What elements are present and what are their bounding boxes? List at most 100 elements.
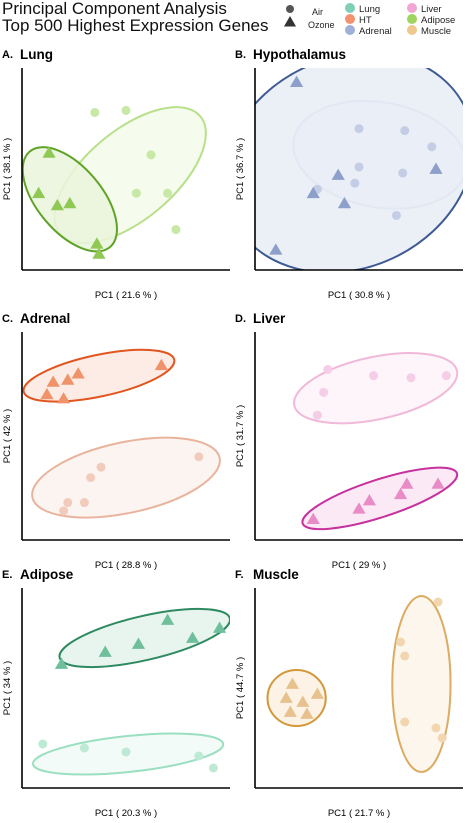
point-air xyxy=(396,637,406,647)
ellipse-ozone xyxy=(266,669,327,727)
point-ozone xyxy=(71,367,85,379)
point-air xyxy=(171,225,181,235)
point-ozone xyxy=(306,512,320,525)
legend-label-muscle: Muscle xyxy=(421,26,451,37)
x-axis-label: PC1 ( 29 % ) xyxy=(332,560,386,571)
point-ozone xyxy=(310,687,324,699)
figure-title: Principal Component Analysis Top 500 Hig… xyxy=(2,0,269,34)
legend-air-marker xyxy=(286,5,294,13)
point-ozone xyxy=(337,196,352,209)
point-air xyxy=(63,498,73,508)
point-ozone xyxy=(352,502,366,514)
point-air xyxy=(194,751,204,761)
panel-letter: D. xyxy=(235,313,246,325)
point-ozone xyxy=(400,477,414,489)
point-air xyxy=(312,410,322,420)
figure-title-line-1: Principal Component Analysis xyxy=(2,0,227,18)
point-air xyxy=(354,124,364,134)
panel-liver: D. Liver PC1 ( 29 % ) PC1 ( 31.7 % ) xyxy=(235,311,463,571)
point-ozone xyxy=(283,705,297,717)
legend-swatch-ht xyxy=(345,14,355,24)
point-air xyxy=(400,717,410,727)
point-air xyxy=(131,188,141,198)
point-ozone xyxy=(300,707,314,719)
legend-ozone-label: Ozone xyxy=(308,20,335,30)
legend-swatch-muscle xyxy=(407,25,417,35)
point-air xyxy=(86,473,96,483)
panel-letter: E. xyxy=(2,569,12,581)
point-air xyxy=(96,462,106,472)
point-air xyxy=(38,739,48,749)
panel-adipose: E. Adipose PC1 ( 20.3 % ) PC1 ( 34 % ) xyxy=(2,567,230,819)
point-ozone xyxy=(63,196,77,209)
point-air xyxy=(146,150,156,160)
legend-swatch-liver xyxy=(407,3,417,13)
ellipse-ozone xyxy=(301,466,459,531)
ellipse-ozone xyxy=(255,68,463,270)
panel-title: Adipose xyxy=(20,567,74,582)
ellipse-air xyxy=(31,436,221,519)
point-air xyxy=(369,371,379,381)
y-axis-label: PC1 ( 42 % ) xyxy=(2,409,13,463)
point-air xyxy=(323,364,333,374)
point-ozone xyxy=(279,691,293,703)
point-ozone xyxy=(285,677,300,689)
point-ozone xyxy=(394,487,408,500)
point-ozone xyxy=(431,477,445,489)
ellipse-ozone xyxy=(22,348,176,403)
panel-letter: B. xyxy=(235,49,246,61)
x-axis-label: PC1 ( 21.7 % ) xyxy=(328,808,390,819)
panel-letter: F. xyxy=(235,569,244,581)
panel-letter: C. xyxy=(2,313,13,325)
legend-label-lung: Lung xyxy=(359,4,380,15)
plot-area xyxy=(22,105,207,259)
point-air xyxy=(194,452,204,462)
legend-label-ht: HT xyxy=(359,15,372,26)
x-axis-label: PC1 ( 30.8 % ) xyxy=(328,290,390,301)
point-ozone xyxy=(92,247,106,259)
point-ozone xyxy=(213,621,227,633)
ellipse-air xyxy=(293,352,459,425)
point-ozone xyxy=(269,243,283,255)
x-axis-label: PC1 ( 21.6 % ) xyxy=(95,290,157,301)
panel-title: Adrenal xyxy=(20,311,70,326)
point-air xyxy=(398,168,408,178)
point-ozone xyxy=(57,392,71,404)
panel-title: Hypothalamus xyxy=(253,47,346,62)
point-ozone xyxy=(90,237,104,249)
point-air xyxy=(79,498,89,508)
point-air xyxy=(433,597,443,607)
y-axis-label: PC1 ( 34 % ) xyxy=(2,661,13,715)
point-air xyxy=(350,178,360,188)
point-ozone xyxy=(98,645,112,657)
point-air xyxy=(406,373,416,383)
point-ozone xyxy=(185,631,200,643)
legend-air-label: Air xyxy=(312,7,323,17)
point-ozone xyxy=(32,186,46,199)
y-axis-label: PC1 ( 36.7 % ) xyxy=(235,138,246,200)
legend-swatch-adrenal xyxy=(345,25,355,35)
panel-hypothalamus: B. Hypothalamus PC1 ( 30.8 % ) PC1 ( 36.7 %… xyxy=(235,47,463,301)
point-air xyxy=(121,105,131,115)
point-ozone xyxy=(161,613,175,625)
point-ozone xyxy=(40,387,54,400)
point-air xyxy=(163,188,173,198)
point-ozone xyxy=(154,358,168,371)
plot-area xyxy=(22,348,221,519)
y-axis-label: PC1 ( 38.1 % ) xyxy=(2,138,13,200)
panel-title: Liver xyxy=(253,311,286,326)
point-air xyxy=(79,743,89,753)
legend-label-liver: Liver xyxy=(421,4,442,15)
point-ozone xyxy=(296,695,310,707)
point-ozone xyxy=(61,373,75,385)
y-axis-label: PC1 ( 44.7 % ) xyxy=(235,657,246,719)
point-air xyxy=(427,142,437,152)
point-air xyxy=(319,387,329,397)
point-ozone xyxy=(429,162,443,174)
point-ozone xyxy=(131,637,146,649)
panel-muscle: F. Muscle PC1 ( 21.7 % ) PC1 ( 44.7 % ) xyxy=(235,567,463,819)
panel-title: Lung xyxy=(20,47,53,62)
panel-title: Muscle xyxy=(253,567,299,582)
plot-area xyxy=(293,352,459,531)
